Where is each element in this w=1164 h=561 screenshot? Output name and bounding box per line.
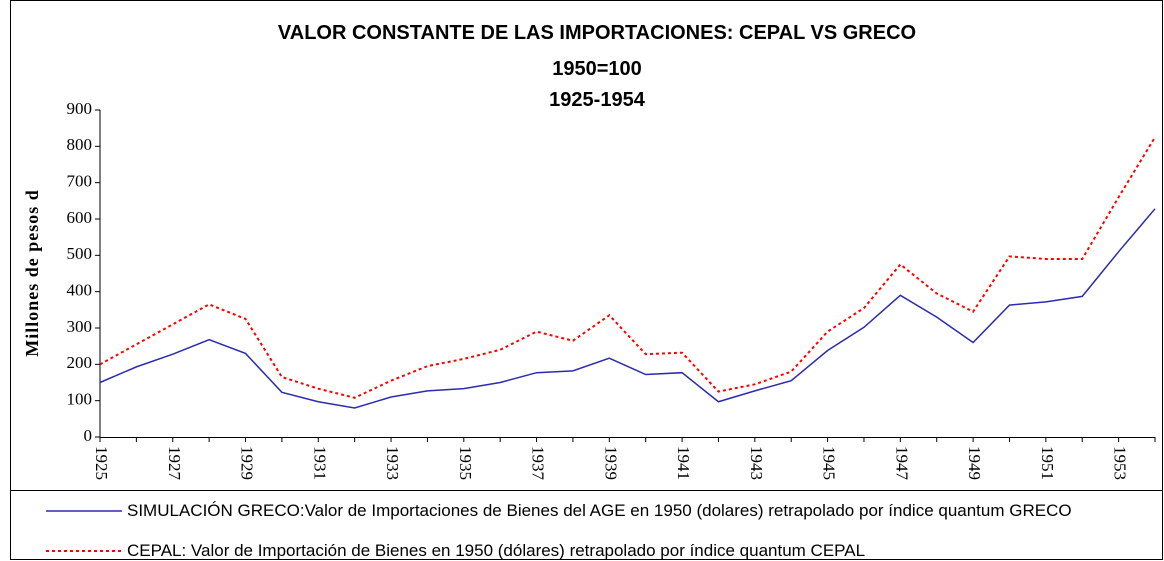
y-tick-label: 600 (67, 208, 93, 227)
y-tick-label: 200 (67, 353, 93, 372)
y-tick-label: 400 (67, 281, 93, 300)
x-tick-label: 1925 (92, 446, 111, 480)
y-tick-label: 900 (67, 99, 93, 118)
x-tick-label: 1943 (747, 446, 766, 480)
x-tick-label: 1941 (674, 446, 693, 480)
y-tick-label: 500 (67, 244, 93, 263)
x-tick-label: 1953 (1111, 446, 1130, 480)
y-tick-label: 700 (67, 172, 93, 191)
frame (10, 0, 1163, 560)
x-tick-label: 1949 (965, 446, 984, 480)
x-tick-label: 1927 (165, 446, 184, 481)
chart-title: VALOR CONSTANTE DE LAS IMPORTACIONES: CE… (278, 22, 916, 44)
chart-subtitle: 1925-1954 (549, 89, 646, 111)
x-tick-label: 1933 (383, 446, 402, 480)
y-axis-label: Millones de pesos d (22, 189, 42, 357)
chart-subtitle: 1950=100 (552, 58, 642, 80)
y-tick-label: 0 (84, 426, 93, 445)
y-tick-label: 300 (67, 317, 93, 336)
x-tick-label: 1929 (238, 446, 257, 480)
x-tick-label: 1951 (1038, 446, 1057, 480)
data-line (99, 208, 1156, 409)
x-tick-label: 1947 (892, 446, 911, 481)
y-tick-label: 100 (67, 390, 93, 409)
data-line (99, 136, 1156, 399)
x-tick-label: 1945 (820, 446, 839, 480)
x-tick-label: 1939 (601, 446, 620, 480)
legend-text: SIMULACIÓN GRECO:Valor de Importaciones … (127, 501, 1072, 520)
x-tick-label: 1935 (456, 446, 475, 480)
x-tick-label: 1937 (529, 446, 548, 481)
legend-text: CEPAL: Valor de Importación de Bienes en… (127, 541, 866, 560)
y-tick-label: 800 (67, 135, 93, 154)
x-tick-label: 1931 (310, 446, 329, 480)
